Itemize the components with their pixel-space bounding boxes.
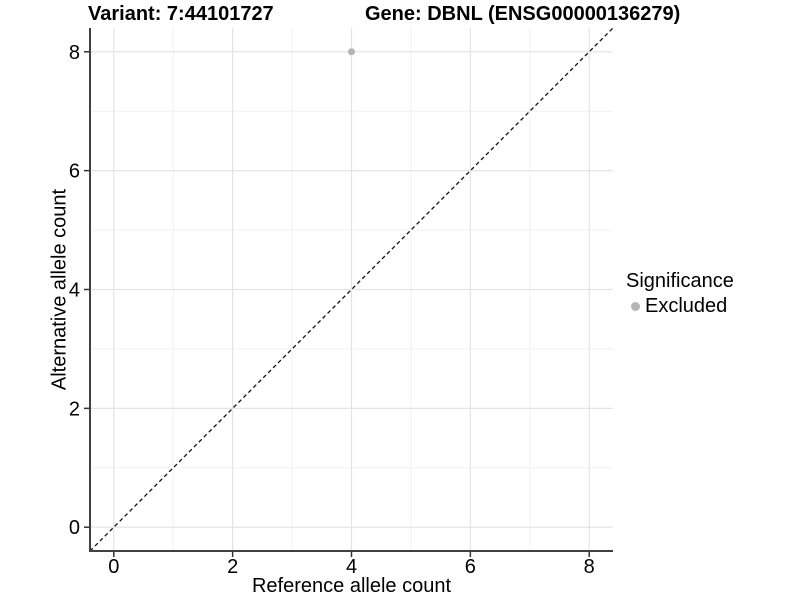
legend-title: Significance <box>626 270 734 292</box>
x-tick-label: 4 <box>346 556 357 578</box>
x-axis-title: Reference allele count <box>251 575 451 597</box>
y-tick-label: 0 <box>69 517 80 539</box>
legend: Significance Excluded <box>626 269 734 318</box>
variant-title: Variant: 7:44101727 <box>88 3 274 25</box>
y-tick-label: 4 <box>69 280 80 302</box>
x-tick-label: 0 <box>108 556 119 578</box>
x-tick-label: 8 <box>584 556 595 578</box>
legend-item-label: Excluded <box>645 295 728 317</box>
x-tick-label: 2 <box>227 556 238 578</box>
y-axis-title: Alternative allele count <box>48 188 71 391</box>
excluded-marker-icon <box>631 301 640 311</box>
gene-title: Gene: DBNL (ENSG00000136279) <box>365 3 681 25</box>
y-tick-label: 8 <box>69 42 80 64</box>
x-tick-label: 6 <box>465 556 476 578</box>
legend-item-excluded: Excluded <box>626 294 734 318</box>
y-tick-label: 2 <box>69 398 80 420</box>
y-tick-label: 6 <box>69 161 80 183</box>
data-point-excluded <box>348 48 355 56</box>
identity-dashed-line <box>89 27 614 552</box>
